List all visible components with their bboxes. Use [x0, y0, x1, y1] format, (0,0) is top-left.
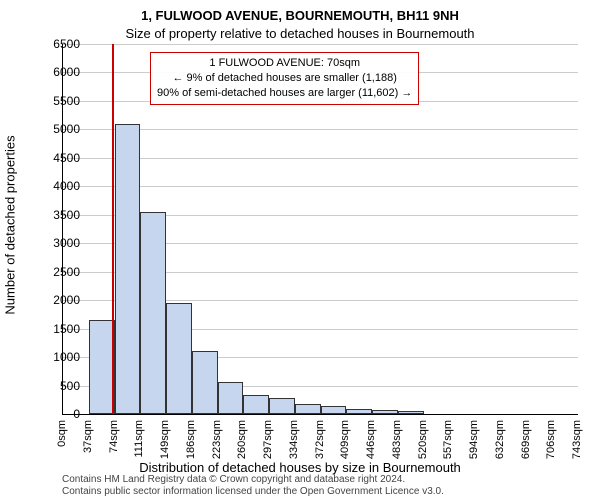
y-tick-label: 2000 [40, 293, 80, 307]
gridline [63, 186, 578, 187]
property-marker-line [112, 44, 114, 414]
histogram-bar [269, 398, 295, 414]
histogram-bar [192, 351, 218, 414]
footer-line-1: Contains HM Land Registry data © Crown c… [62, 474, 444, 486]
histogram-bar [166, 303, 192, 414]
footer-line-2: Contains public sector information licen… [62, 486, 444, 498]
annotation-line-2: ← 9% of detached houses are smaller (1,1… [157, 71, 412, 86]
x-tick-label: 594sqm [468, 420, 480, 459]
histogram-bar [372, 410, 398, 414]
x-tick-label: 186sqm [185, 420, 197, 459]
y-tick-label: 1500 [40, 322, 80, 336]
histogram-bar [140, 212, 166, 414]
x-tick-label: 409sqm [339, 420, 351, 459]
annotation-line-1: 1 FULWOOD AVENUE: 70sqm [157, 56, 412, 71]
x-tick-label: 743sqm [571, 420, 583, 459]
x-tick-label: 74sqm [108, 420, 120, 453]
histogram-bar [321, 406, 347, 414]
histogram-bar [218, 382, 244, 414]
y-tick-label: 0 [40, 407, 80, 421]
y-tick-label: 3500 [40, 208, 80, 222]
histogram-bar [243, 395, 269, 414]
histogram-bar [346, 409, 372, 414]
x-tick-label: 446sqm [365, 420, 377, 459]
y-axis-label: Number of detached properties [3, 135, 18, 314]
annotation-line-3: 90% of semi-detached houses are larger (… [157, 86, 412, 101]
x-tick-label: 297sqm [262, 420, 274, 459]
y-tick-label: 5500 [40, 94, 80, 108]
page-title-2: Size of property relative to detached ho… [0, 26, 600, 41]
histogram-bar [295, 404, 321, 414]
x-tick-label: 706sqm [545, 420, 557, 459]
y-tick-label: 5000 [40, 122, 80, 136]
x-tick-label: 520sqm [417, 420, 429, 459]
x-tick-label: 334sqm [288, 420, 300, 459]
footer-attribution: Contains HM Land Registry data © Crown c… [62, 474, 444, 498]
y-tick-label: 500 [40, 379, 80, 393]
y-tick-label: 6000 [40, 65, 80, 79]
x-tick-label: 111sqm [133, 420, 145, 458]
x-tick-label: 223sqm [211, 420, 223, 459]
x-tick-label: 149sqm [159, 420, 171, 459]
page-title-1: 1, FULWOOD AVENUE, BOURNEMOUTH, BH11 9NH [0, 8, 600, 23]
gridline [63, 129, 578, 130]
y-tick-label: 4000 [40, 179, 80, 193]
x-tick-label: 0sqm [56, 420, 68, 447]
histogram-bar [115, 124, 141, 414]
y-tick-label: 1000 [40, 350, 80, 364]
x-tick-label: 260sqm [236, 420, 248, 459]
x-tick-label: 483sqm [391, 420, 403, 459]
y-tick-label: 4500 [40, 151, 80, 165]
x-axis-label: Distribution of detached houses by size … [0, 460, 600, 475]
y-tick-label: 6500 [40, 37, 80, 51]
x-tick-label: 557sqm [442, 420, 454, 459]
x-tick-label: 669sqm [520, 420, 532, 459]
annotation-box: 1 FULWOOD AVENUE: 70sqm ← 9% of detached… [150, 52, 419, 105]
gridline [63, 44, 578, 45]
y-tick-label: 2500 [40, 265, 80, 279]
y-tick-label: 3000 [40, 236, 80, 250]
gridline [63, 158, 578, 159]
x-tick-label: 37sqm [82, 420, 94, 453]
x-tick-label: 372sqm [314, 420, 326, 459]
histogram-bar [398, 411, 424, 414]
x-tick-label: 632sqm [494, 420, 506, 459]
